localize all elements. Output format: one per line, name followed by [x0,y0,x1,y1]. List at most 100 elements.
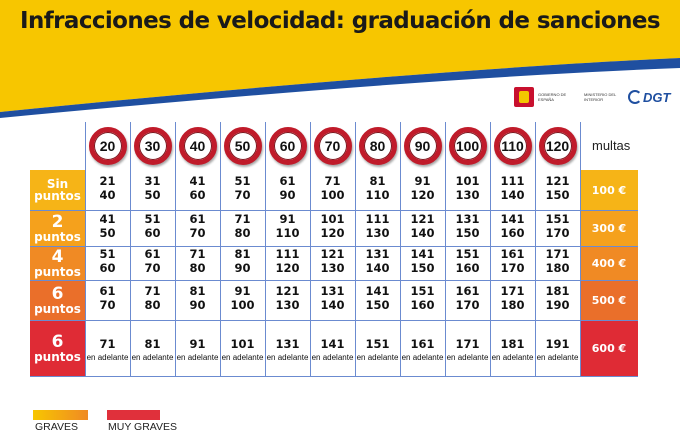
speed-range-cell: 171 en adelante [445,337,490,362]
speed-to: 170 [500,260,525,275]
speed-from: 61 [189,212,206,226]
speed-range-cell: 61 70 [175,212,220,241]
grid-line-vertical [580,122,581,376]
speed-from: 81 [234,247,251,261]
sanctions-table: Sin puntos 100 €21 40 31 50 41 60 51 70 61 90 71 100 8… [30,122,638,377]
points-value: 2 [51,211,64,232]
speed-range-cell: 21 40 [85,174,130,203]
points-unit: puntos [34,349,81,364]
banner-yellow [0,0,680,112]
speed-range-cell: 141 en adelante [310,337,355,362]
speed-to: 150 [545,187,570,202]
speed-range-cell: 141 150 [400,247,445,276]
points-label-row-4: 6 puntos [30,280,85,320]
points-unit: puntos [34,301,81,316]
banner-background [0,0,680,118]
speed-to: 180 [545,260,570,275]
speed-from: 181 [545,284,570,298]
speed-range-cell: 101 120 [310,212,355,241]
speed-limit-sign-icon: 90 [403,127,442,165]
speed-to: 40 [99,187,116,202]
grid-line-vertical [130,122,131,376]
speed-from: 91 [189,337,206,351]
speed-from: 151 [455,247,480,261]
speed-from: 41 [99,212,116,226]
speed-range-cell: 101 130 [445,174,490,203]
speed-to: 100 [320,187,345,202]
speed-range-cell: 91 en adelante [175,337,220,362]
speed-range-cell: 51 60 [85,247,130,276]
speed-from: 101 [230,337,255,351]
speed-from: 81 [369,174,386,188]
speed-to: en adelante [536,352,579,362]
government-text: GOBIERNO DE ESPAÑA [538,92,567,102]
speed-to: en adelante [176,352,219,362]
speed-range-cell: 141 160 [490,212,535,241]
speed-limit-sign-icon: 100 [448,127,487,165]
grid-line-vertical [310,122,311,376]
speed-to: 90 [279,187,296,202]
speed-to: 140 [320,297,345,312]
speed-from: 91 [234,284,251,298]
speed-range-cell: 151 160 [445,247,490,276]
page-title: Infracciones de velocidad: graduación de… [20,8,661,34]
fine-amount-row-3: 400 € [580,246,638,280]
speed-from: 81 [144,337,161,351]
speed-range-cell: 61 70 [85,284,130,313]
points-unit: puntos [34,229,81,244]
grid-line-horizontal [30,210,638,211]
speed-range-cell: 81 110 [355,174,400,203]
speed-range-cell: 151 160 [400,284,445,313]
speed-to: 100 [230,297,255,312]
speed-from: 101 [455,174,480,188]
speed-from: 91 [414,174,431,188]
grid-line-horizontal [30,320,638,321]
speed-range-cell: 41 50 [85,212,130,241]
speed-from: 121 [275,284,300,298]
speed-range-cell: 61 70 [130,247,175,276]
dgt-logo: DGT [628,90,670,105]
speed-to: en adelante [446,352,489,362]
speed-from: 171 [545,247,570,261]
speed-range-cell: 171 180 [535,247,580,276]
logos-area: GOBIERNO DE ESPAÑA MINISTERIO DEL INTERI… [514,87,670,107]
speed-from: 51 [144,212,161,226]
points-value: 6 [51,331,64,352]
speed-to: 150 [365,297,390,312]
dgt-logo-text: DGT [643,89,671,105]
fine-amount-row-1: 100 € [580,170,638,210]
speed-from: 161 [500,247,525,261]
speed-range-cell: 131 140 [355,247,400,276]
speed-to: 50 [99,225,116,240]
speed-range-cell: 141 150 [355,284,400,313]
speed-to: en adelante [311,352,354,362]
speed-to: 160 [410,297,435,312]
speed-range-cell: 111 120 [265,247,310,276]
ministry-text: MINISTERIO DEL INTERIOR [584,92,617,102]
speed-range-cell: 121 130 [265,284,310,313]
speed-to: 80 [234,225,251,240]
speed-to: en adelante [401,352,444,362]
speed-limit-sign-icon: 30 [133,127,172,165]
fine-amount-row-4: 500 € [580,280,638,320]
speed-from: 161 [455,284,480,298]
banner-blue-stripe [0,58,680,118]
speed-to: en adelante [356,352,399,362]
speed-from: 151 [365,337,390,351]
grid-line-vertical [445,122,446,376]
speed-to: 110 [365,187,390,202]
speed-range-cell: 121 130 [310,247,355,276]
speed-to: 110 [275,225,300,240]
speed-to: 60 [189,187,206,202]
speed-to: en adelante [86,352,129,362]
points-unit: puntos [34,189,81,203]
speed-to: 120 [410,187,435,202]
speed-to: 120 [275,260,300,275]
speed-to: 190 [545,297,570,312]
legend-graves-label: GRAVES [35,421,78,433]
speed-range-cell: 101 en adelante [220,337,265,362]
speed-from: 131 [320,284,345,298]
points-label-row-1: Sin puntos [30,170,85,210]
speed-from: 131 [275,337,300,351]
speed-from: 61 [99,284,116,298]
